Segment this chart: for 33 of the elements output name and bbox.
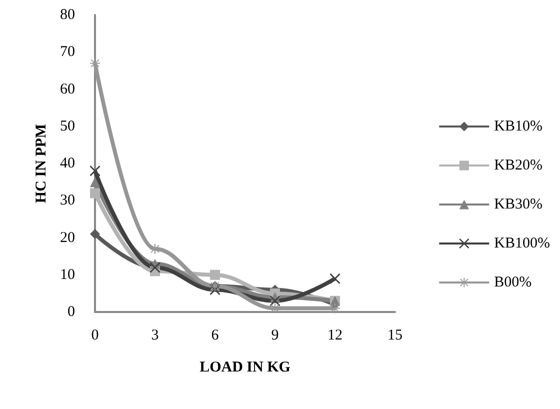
point — [90, 188, 100, 198]
x-axis-title: LOAD IN KG — [200, 360, 291, 376]
legend-label: KB10% — [494, 118, 543, 134]
x-tick-label: 12 — [328, 328, 342, 344]
y-tick-label: 70 — [60, 44, 75, 60]
y-tick-label: 0 — [68, 304, 75, 320]
y-axis-title: HC IN PPM — [34, 124, 50, 204]
point — [150, 244, 160, 254]
y-tick-label: 40 — [60, 156, 75, 172]
point — [90, 58, 100, 68]
y-tick-label: 30 — [60, 192, 75, 209]
x-tick-label: 6 — [211, 328, 220, 344]
legend-label: KB100% — [494, 236, 550, 252]
point — [270, 296, 280, 306]
point — [210, 270, 220, 280]
legend-label: KB30% — [494, 196, 543, 212]
y-tick-label: 50 — [60, 118, 75, 134]
legend-label: B00% — [494, 274, 532, 290]
x-tick-label: 9 — [271, 328, 279, 344]
y-tick-label: 80 — [60, 7, 75, 23]
x-tick-label: 3 — [151, 328, 159, 344]
x-tick-label: 0 — [91, 328, 99, 344]
point — [90, 229, 100, 240]
y-tick-label: 10 — [60, 266, 75, 283]
y-tick-label: 20 — [60, 230, 75, 246]
y-tick-label: 60 — [60, 81, 75, 98]
point — [330, 274, 340, 284]
point — [270, 303, 280, 314]
point — [90, 166, 100, 176]
x-tick-label: 15 — [388, 328, 402, 344]
point — [90, 177, 100, 188]
point — [330, 303, 340, 314]
legend-label: KB20% — [494, 158, 543, 174]
